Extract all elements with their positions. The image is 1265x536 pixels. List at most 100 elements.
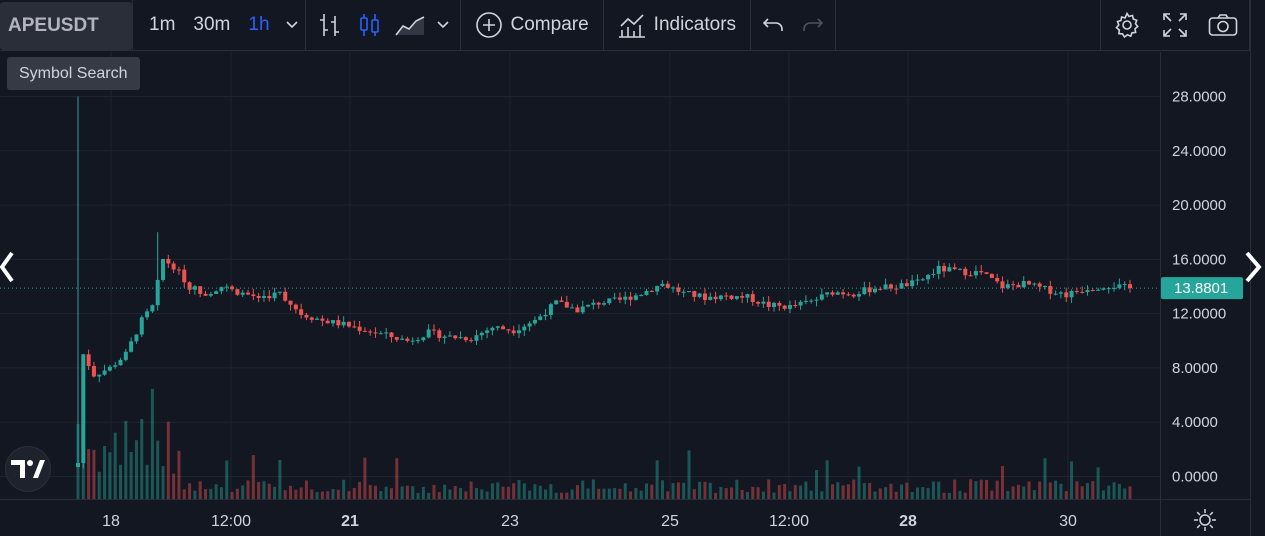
volume-bar bbox=[1112, 482, 1116, 499]
volume-bar bbox=[437, 492, 441, 499]
volume-bar bbox=[852, 479, 856, 499]
candle-body bbox=[182, 269, 187, 283]
candle-body bbox=[416, 340, 421, 342]
volume-bar bbox=[257, 481, 261, 499]
candle-body bbox=[431, 329, 436, 331]
time-tick: 12:00 bbox=[769, 513, 809, 530]
volume-bar bbox=[119, 464, 123, 499]
candle-body bbox=[957, 268, 962, 270]
volume-bar bbox=[395, 458, 399, 499]
candle-body bbox=[155, 279, 160, 306]
time-tick: 23 bbox=[501, 513, 519, 530]
candle-body bbox=[851, 294, 856, 297]
chevron-down-icon[interactable] bbox=[279, 21, 305, 29]
volume-bar bbox=[868, 482, 872, 499]
volume-bar bbox=[198, 481, 202, 499]
indicators-button[interactable]: Indicators bbox=[604, 0, 750, 50]
candle-body bbox=[543, 314, 548, 317]
candle-body bbox=[904, 283, 909, 287]
candlestick-series bbox=[76, 96, 1132, 469]
volume-bar bbox=[990, 490, 994, 499]
redo-icon[interactable] bbox=[793, 0, 833, 50]
camera-icon[interactable] bbox=[1203, 0, 1243, 50]
candle-body bbox=[782, 305, 787, 309]
candle-body bbox=[224, 286, 229, 288]
volume-bar bbox=[985, 479, 989, 499]
candle-body bbox=[1101, 288, 1106, 290]
candle-body bbox=[469, 340, 474, 342]
candle-body bbox=[453, 335, 458, 339]
candle-body bbox=[107, 366, 112, 371]
volume-bar bbox=[570, 489, 574, 499]
volume-bar bbox=[352, 488, 356, 499]
ohlc-bars-icon[interactable] bbox=[310, 0, 350, 50]
candle-body bbox=[931, 273, 936, 275]
candle-body bbox=[176, 269, 181, 271]
compare-button[interactable]: Compare bbox=[461, 0, 603, 50]
volume-bar bbox=[719, 486, 723, 499]
volume-bar bbox=[639, 490, 643, 499]
toolbar-spacer bbox=[836, 0, 1100, 50]
timeframe-30m[interactable]: 30m bbox=[193, 14, 231, 35]
gear-icon[interactable] bbox=[1193, 508, 1217, 532]
last-price-label: 13.8801 bbox=[1161, 277, 1243, 300]
candle-body bbox=[479, 332, 484, 336]
volume-bar bbox=[1006, 490, 1010, 499]
candle-body bbox=[633, 295, 638, 300]
volume-bar bbox=[140, 419, 144, 499]
candle-body bbox=[729, 295, 734, 299]
candle-body bbox=[665, 283, 670, 288]
symbol-search-button[interactable]: APEUSDT bbox=[0, 1, 132, 50]
volume-bar bbox=[182, 489, 186, 499]
chevron-left-icon[interactable] bbox=[0, 250, 22, 284]
candle-body bbox=[394, 337, 399, 340]
candle-body bbox=[293, 304, 298, 310]
time-tick: 30 bbox=[1059, 513, 1077, 530]
volume-bar bbox=[995, 480, 999, 499]
last-price-badge bbox=[1161, 277, 1243, 300]
timeframe-1m[interactable]: 1m bbox=[149, 14, 176, 35]
volume-bar bbox=[846, 484, 850, 499]
chevron-right-icon[interactable] bbox=[1243, 250, 1265, 284]
volume-bar bbox=[267, 483, 271, 499]
tradingview-logo-icon[interactable] bbox=[5, 446, 51, 492]
chevron-down-icon[interactable] bbox=[430, 21, 456, 29]
candle-body bbox=[1128, 284, 1132, 289]
candle-body bbox=[113, 365, 118, 367]
candle-body bbox=[702, 293, 707, 300]
fullscreen-icon[interactable] bbox=[1155, 0, 1195, 50]
candle-body bbox=[750, 294, 755, 303]
timeframe-1h[interactable]: 1h bbox=[248, 14, 270, 35]
volume-bar bbox=[124, 421, 128, 499]
volume-bar bbox=[815, 469, 819, 499]
volume-bar bbox=[1011, 486, 1015, 499]
candle-body bbox=[1064, 292, 1069, 298]
volume-bar bbox=[517, 479, 521, 499]
candle-body bbox=[97, 374, 102, 377]
candle-body bbox=[602, 303, 606, 305]
candle-body bbox=[161, 258, 166, 280]
candle-body bbox=[724, 295, 729, 297]
volume-bar bbox=[533, 484, 537, 499]
gear-icon[interactable] bbox=[1107, 0, 1147, 50]
volume-bar bbox=[166, 421, 170, 499]
candle-body bbox=[1058, 292, 1063, 294]
timeframe-group: 1m 30m 1h bbox=[133, 0, 306, 50]
volume-bar bbox=[469, 481, 473, 499]
candlestick-icon[interactable] bbox=[350, 0, 390, 50]
price-chart[interactable]: 28.0000 24.0000 20.0000 16.0000 12.0000 … bbox=[0, 52, 1265, 536]
volume-bar bbox=[464, 491, 468, 499]
volume-bar bbox=[836, 482, 840, 499]
area-chart-icon[interactable] bbox=[390, 0, 430, 50]
volume-bar bbox=[512, 483, 516, 499]
volume-bar bbox=[1064, 491, 1068, 499]
candle-body bbox=[803, 300, 808, 302]
volume-bar bbox=[251, 455, 255, 499]
volume-bar bbox=[421, 486, 425, 499]
candle-body bbox=[277, 291, 282, 293]
undo-icon[interactable] bbox=[753, 0, 793, 50]
candle-body bbox=[150, 305, 155, 312]
candle-body bbox=[261, 296, 266, 298]
candle-body bbox=[575, 307, 580, 313]
indicators-icon bbox=[618, 14, 645, 38]
